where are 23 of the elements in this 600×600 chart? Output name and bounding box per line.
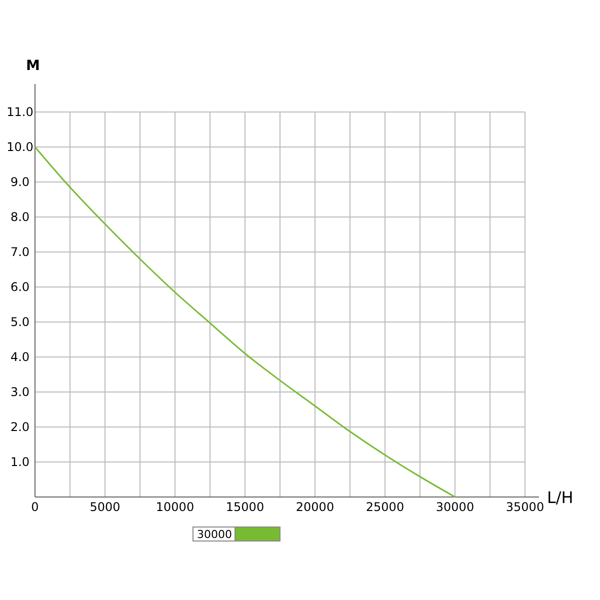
x-tick-label: 5000 xyxy=(90,500,120,514)
y-tick-label: 7.0 xyxy=(10,245,30,259)
y-axis-title: M xyxy=(26,58,40,74)
x-tick-label: 35000 xyxy=(506,500,544,514)
y-tick-label: 1.0 xyxy=(10,455,30,469)
x-tick-label: 20000 xyxy=(296,500,334,514)
y-tick-label: 3.0 xyxy=(10,385,30,399)
x-tick-label: 25000 xyxy=(366,500,404,514)
x-tick-label: 30000 xyxy=(436,500,474,514)
x-tick-label: 10000 xyxy=(156,500,194,514)
y-tick-label: 11.0 xyxy=(6,105,34,119)
y-tick-label: 4.0 xyxy=(10,350,30,364)
y-tick-label: 6.0 xyxy=(10,280,30,294)
line-series xyxy=(34,146,456,498)
legend-label: 30000 xyxy=(197,528,232,541)
x-axis-title: L/H xyxy=(547,488,574,507)
x-tick-label: 0 xyxy=(31,500,39,514)
x-tick-label: 15000 xyxy=(226,500,264,514)
y-tick-label: 2.0 xyxy=(10,420,30,434)
y-tick-label: 5.0 xyxy=(10,315,30,329)
y-tick-label: 10.0 xyxy=(6,140,34,154)
y-tick-label: 9.0 xyxy=(10,175,30,189)
y-tick-label: 8.0 xyxy=(10,210,30,224)
